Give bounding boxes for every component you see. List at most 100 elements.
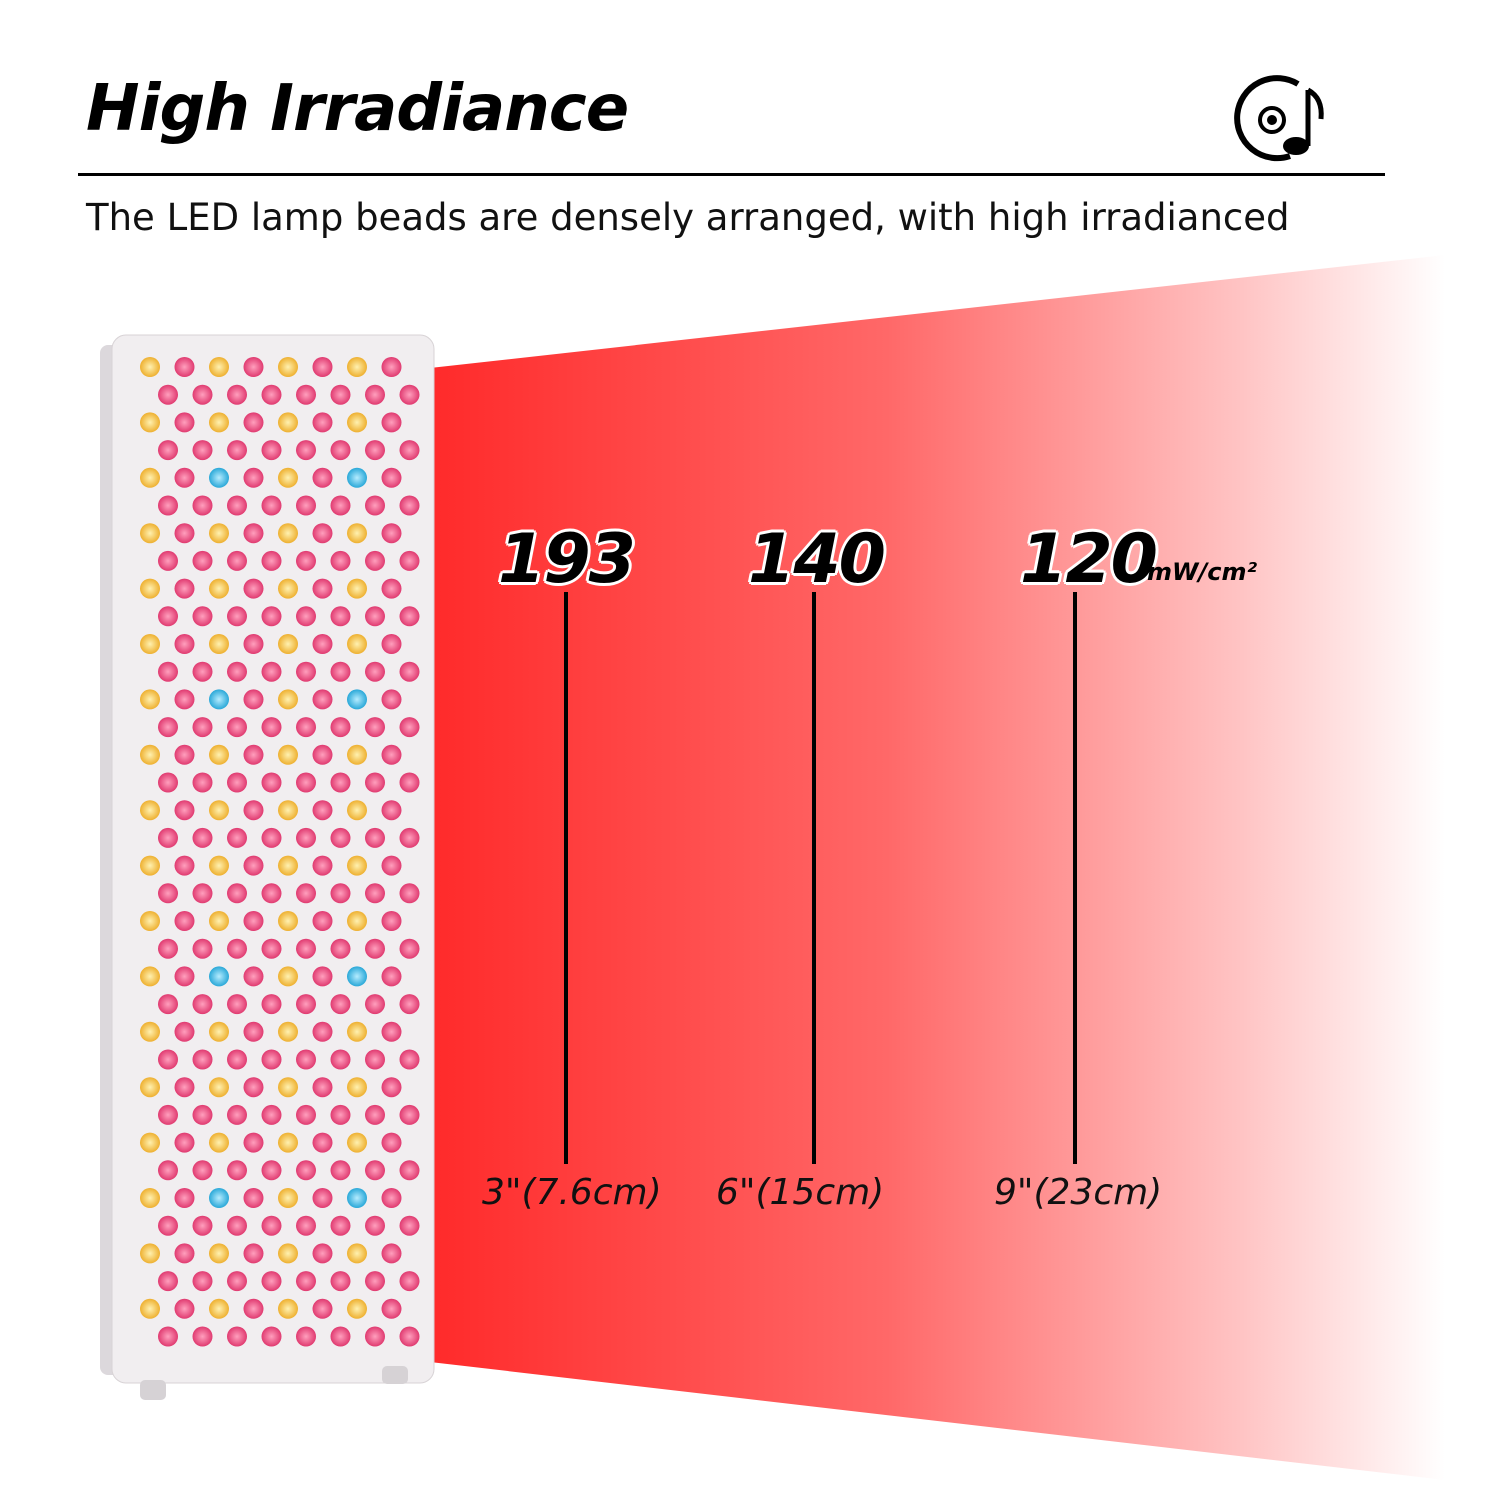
led-red [296, 883, 316, 904]
led-red [381, 966, 402, 987]
led-red [243, 689, 264, 710]
led-red [158, 606, 178, 627]
led-red [312, 1188, 333, 1208]
led-red [330, 827, 351, 848]
led-red [330, 440, 351, 461]
led-red [227, 661, 247, 682]
led-amber [140, 966, 160, 987]
irradiance-value: 120 [1020, 520, 1158, 599]
led-red [243, 1077, 264, 1098]
led-red [192, 1326, 213, 1347]
led-red [365, 1049, 385, 1070]
led-amber [140, 412, 160, 433]
led-amber [209, 578, 229, 599]
led-amber [278, 966, 298, 987]
led-amber [140, 578, 160, 599]
led-red [312, 1132, 333, 1153]
led-red [365, 661, 385, 682]
led-red [227, 772, 247, 793]
led-amber [278, 467, 298, 488]
led-red [365, 827, 385, 848]
led-red [192, 772, 213, 793]
led-amber [347, 855, 367, 876]
led-red [399, 994, 420, 1015]
led-red [296, 1160, 316, 1181]
led-amber [209, 412, 229, 433]
led-amber [347, 800, 367, 821]
led-red [227, 1215, 247, 1236]
led-red [399, 1160, 420, 1181]
led-red [227, 827, 247, 848]
led-red [158, 772, 178, 793]
led-amber [278, 412, 298, 433]
led-red [227, 606, 247, 627]
led-red [243, 966, 264, 987]
led-red [296, 938, 316, 959]
led-red [243, 412, 264, 433]
led-red [365, 938, 385, 959]
led-red [330, 495, 351, 516]
led-red [296, 717, 316, 738]
led-amber [140, 1021, 160, 1042]
led-red [174, 1132, 195, 1153]
led-red [381, 1077, 402, 1098]
led-red [261, 717, 282, 738]
led-red [312, 966, 333, 987]
led-red [399, 550, 420, 571]
led-red [399, 883, 420, 904]
led-amber [347, 1243, 367, 1264]
led-red [399, 440, 420, 461]
led-red [158, 1326, 178, 1347]
led-red [330, 661, 351, 682]
led-amber [140, 523, 160, 544]
led-red [312, 855, 333, 876]
led-red [381, 911, 402, 931]
led-red [312, 744, 333, 765]
led-amber [347, 634, 367, 654]
led-red [192, 1104, 213, 1125]
led-amber [140, 855, 160, 876]
divider [78, 173, 1385, 176]
led-red [243, 744, 264, 765]
led-blue [209, 1188, 229, 1208]
led-red [158, 994, 178, 1015]
led-red [312, 523, 333, 544]
led-amber [209, 1021, 229, 1042]
led-blue [209, 689, 229, 710]
led-red [296, 1326, 316, 1347]
led-red [296, 440, 316, 461]
led-red [261, 384, 282, 405]
panel-foot [382, 1366, 408, 1384]
led-red [192, 883, 213, 904]
led-red [381, 412, 402, 433]
led-red [227, 1104, 247, 1125]
led-red [365, 1215, 385, 1236]
led-red [399, 772, 420, 793]
led-amber [140, 1243, 160, 1264]
led-red [296, 1049, 316, 1070]
led-red [227, 1160, 247, 1181]
led-red [227, 440, 247, 461]
led-red [243, 523, 264, 544]
led-red [192, 661, 213, 682]
led-red [261, 1271, 282, 1292]
led-red [261, 1215, 282, 1236]
led-red [227, 1049, 247, 1070]
led-amber [278, 855, 298, 876]
led-red [227, 717, 247, 738]
distance-line [1073, 592, 1077, 1164]
distance-label: 3"(7.6cm) [482, 1172, 662, 1213]
led-red [192, 827, 213, 848]
led-red [365, 1326, 385, 1347]
led-red [261, 1160, 282, 1181]
led-blue [209, 966, 229, 987]
led-red [243, 1188, 264, 1208]
led-red [312, 357, 333, 377]
led-red [399, 938, 420, 959]
led-red [261, 440, 282, 461]
led-red [192, 1160, 213, 1181]
led-red [312, 578, 333, 599]
led-red [312, 412, 333, 433]
led-red [174, 1188, 195, 1208]
